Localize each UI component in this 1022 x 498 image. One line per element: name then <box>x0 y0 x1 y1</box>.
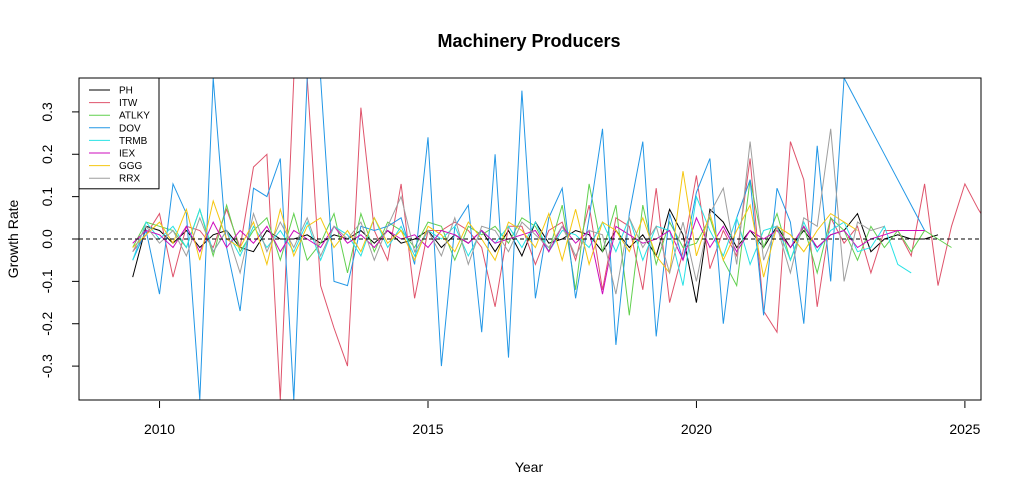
series-line-ggg <box>132 171 858 278</box>
y-tick-label: 0.2 <box>39 144 55 164</box>
legend-label-trmb: TRMB <box>119 136 148 147</box>
legend-label-iex: IEX <box>119 149 135 160</box>
legend-box <box>78 77 160 190</box>
x-axis-label: Year <box>515 459 544 475</box>
legend-label-ph: PH <box>119 86 133 97</box>
x-tick-label: 2025 <box>949 421 980 437</box>
series-line-rrx <box>132 128 885 295</box>
legend-label-ggg: GGG <box>119 161 143 172</box>
y-axis: -0.3 -0.2 -0.1 0.0 0.1 0.2 0.3 <box>39 102 79 378</box>
y-tick-label: 0.1 <box>39 187 55 207</box>
y-tick-label: -0.1 <box>39 269 55 293</box>
series-line-iex <box>132 216 925 295</box>
legend-label-dov: DOV <box>119 123 141 134</box>
legend-label-atlky: ATLKY <box>119 111 150 122</box>
series-line-itw <box>132 78 981 400</box>
x-tick-label: 2010 <box>144 421 175 437</box>
y-axis-label: Growth Rate <box>5 199 21 278</box>
y-tick-label: -0.2 <box>39 311 55 335</box>
x-tick-label: 2020 <box>681 421 712 437</box>
series-line-dov <box>132 78 926 400</box>
legend-label-itw: ITW <box>119 98 138 109</box>
legend-label-rrx: RRX <box>119 174 140 185</box>
y-tick-label: -0.3 <box>39 354 55 378</box>
x-tick-label: 2015 <box>412 421 443 437</box>
chart-title: Machinery Producers <box>437 31 620 51</box>
y-tick-label: 0.3 <box>39 102 55 122</box>
y-tick-label: 0.0 <box>39 229 55 249</box>
x-axis: 2010 2015 2020 2025 <box>144 401 981 437</box>
